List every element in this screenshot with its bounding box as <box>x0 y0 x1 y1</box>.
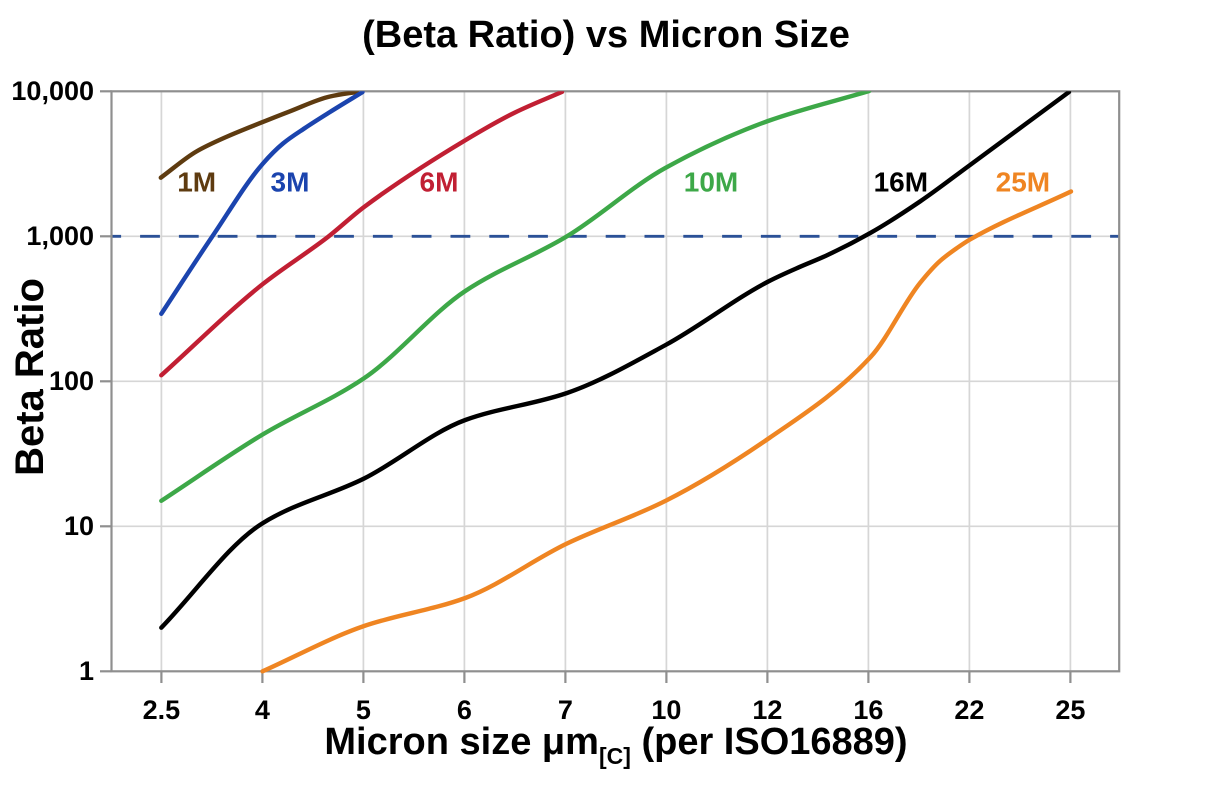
svg-text:10: 10 <box>64 511 94 541</box>
svg-text:Beta Ratio: Beta Ratio <box>8 278 52 476</box>
svg-text:12: 12 <box>752 695 782 725</box>
svg-text:7: 7 <box>558 695 573 725</box>
svg-text:6: 6 <box>457 695 472 725</box>
svg-text:10M: 10M <box>684 166 738 197</box>
svg-text:Micron size μm[C] (per ISO1688: Micron size μm[C] (per ISO16889) <box>324 721 907 769</box>
svg-text:5: 5 <box>356 695 371 725</box>
svg-text:25M: 25M <box>996 166 1050 197</box>
svg-text:100: 100 <box>49 366 94 396</box>
svg-text:25: 25 <box>1055 695 1085 725</box>
svg-text:1M: 1M <box>177 166 216 197</box>
svg-text:16: 16 <box>853 695 883 725</box>
svg-text:3M: 3M <box>271 166 310 197</box>
svg-text:1,000: 1,000 <box>26 221 94 251</box>
svg-text:4: 4 <box>255 695 270 725</box>
svg-text:10: 10 <box>651 695 681 725</box>
svg-text:6M: 6M <box>420 166 459 197</box>
svg-text:2.5: 2.5 <box>143 695 181 725</box>
svg-text:1: 1 <box>79 656 94 686</box>
svg-text:10,000: 10,000 <box>11 76 94 106</box>
svg-text:(Beta Ratio) vs Micron Size: (Beta Ratio) vs Micron Size <box>362 14 850 56</box>
svg-text:22: 22 <box>954 695 984 725</box>
svg-text:16M: 16M <box>874 166 928 197</box>
